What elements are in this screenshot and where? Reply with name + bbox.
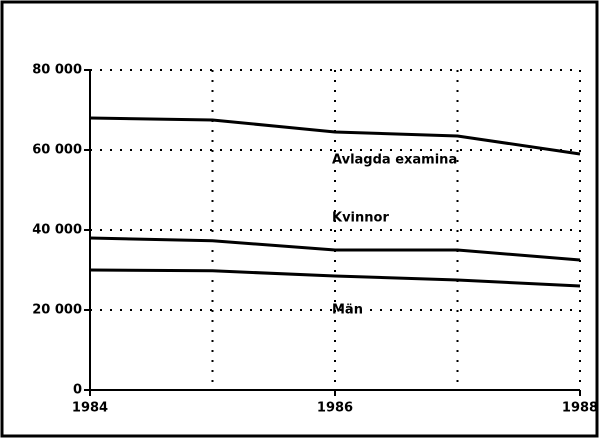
series-label: Män <box>332 303 363 318</box>
y-tick-label: 0 <box>73 383 82 398</box>
x-tick-label: 1988 <box>562 401 598 416</box>
x-tick-label: 1984 <box>72 401 108 416</box>
series-label: Avlagda examina <box>332 153 457 168</box>
series-line <box>89 268 581 288</box>
y-tick-label: 60 000 <box>32 143 82 158</box>
x-tick-label: 1986 <box>317 401 353 416</box>
series-label: Kvinnor <box>332 211 389 226</box>
series-line <box>89 116 581 156</box>
y-tick-label: 20 000 <box>32 303 82 318</box>
y-tick-label: 40 000 <box>32 223 82 238</box>
y-tick-label: 80 000 <box>32 63 82 78</box>
series-line <box>89 236 581 262</box>
